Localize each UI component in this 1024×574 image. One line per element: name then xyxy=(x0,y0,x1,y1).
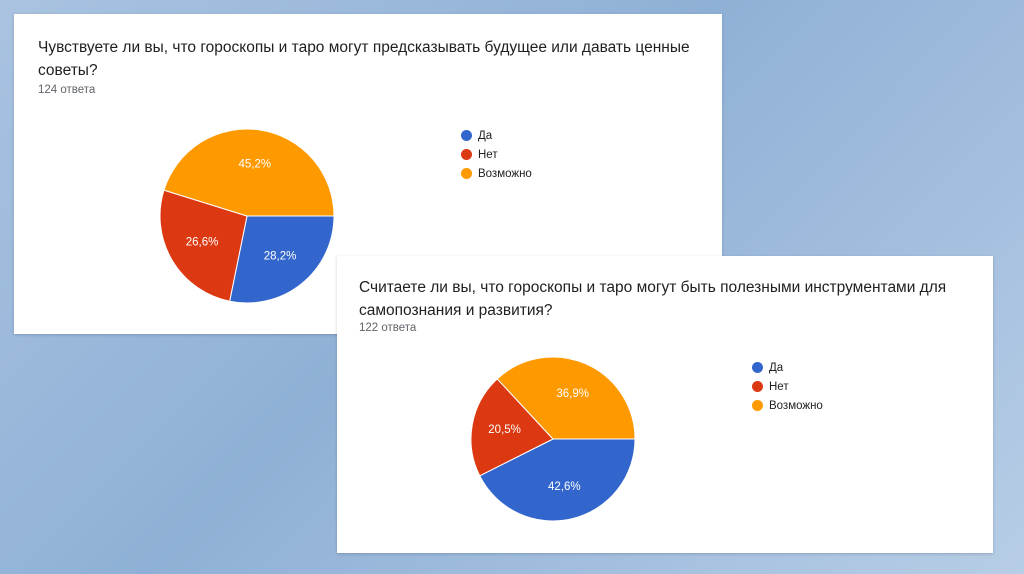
chart-1-legend: Да Нет Возможно xyxy=(461,126,532,183)
chart-card-2: Считаете ли вы, что гороскопы и таро мог… xyxy=(337,256,993,553)
chart-2-response-count: 122 ответа xyxy=(359,322,417,334)
slice-label-no: 20,5% xyxy=(488,424,521,436)
legend-dot-no xyxy=(752,381,763,392)
legend-label-yes: Да xyxy=(478,129,493,142)
slice-label-maybe: 45,2% xyxy=(239,158,272,170)
slice-label-no: 26,6% xyxy=(186,237,219,249)
pie-slice-no[interactable] xyxy=(159,189,248,302)
legend-item-maybe[interactable]: Возможно xyxy=(752,396,823,415)
legend-dot-yes xyxy=(461,130,472,141)
chart-2-legend: Да Нет Возможно xyxy=(752,358,823,415)
legend-item-maybe[interactable]: Возможно xyxy=(461,164,532,183)
legend-dot-no xyxy=(461,149,472,160)
pie-slice-no[interactable] xyxy=(470,378,554,477)
legend-label-no: Нет xyxy=(478,148,498,161)
pie-chart-1: 28,2% 26,6% 45,2% xyxy=(159,128,335,304)
slice-label-yes: 28,2% xyxy=(264,250,297,262)
legend-item-no[interactable]: Нет xyxy=(752,377,823,396)
pie-chart-2: 42,6% 20,5% 36,9% xyxy=(470,356,636,522)
legend-item-no[interactable]: Нет xyxy=(461,145,532,164)
legend-label-no: Нет xyxy=(769,380,789,393)
chart-1-response-count: 124 ответа xyxy=(38,84,96,96)
legend-dot-maybe xyxy=(752,400,763,411)
legend-dot-maybe xyxy=(461,168,472,179)
pie-slice-yes[interactable] xyxy=(479,438,636,522)
legend-item-yes[interactable]: Да xyxy=(461,126,532,145)
legend-item-yes[interactable]: Да xyxy=(752,358,823,377)
legend-label-yes: Да xyxy=(769,361,784,374)
chart-1-title: Чувствуете ли вы, что гороскопы и таро м… xyxy=(38,39,690,79)
pie-slice-maybe[interactable] xyxy=(163,128,335,217)
slice-label-yes: 42,6% xyxy=(548,481,581,493)
legend-dot-yes xyxy=(752,362,763,373)
chart-2-title: Считаете ли вы, что гороскопы и таро мог… xyxy=(359,279,947,319)
legend-label-maybe: Возможно xyxy=(478,167,532,180)
pie-slice-maybe[interactable] xyxy=(496,356,636,440)
legend-label-maybe: Возможно xyxy=(769,399,823,412)
slice-label-maybe: 36,9% xyxy=(556,388,589,400)
pie-slice-yes[interactable] xyxy=(229,215,335,304)
